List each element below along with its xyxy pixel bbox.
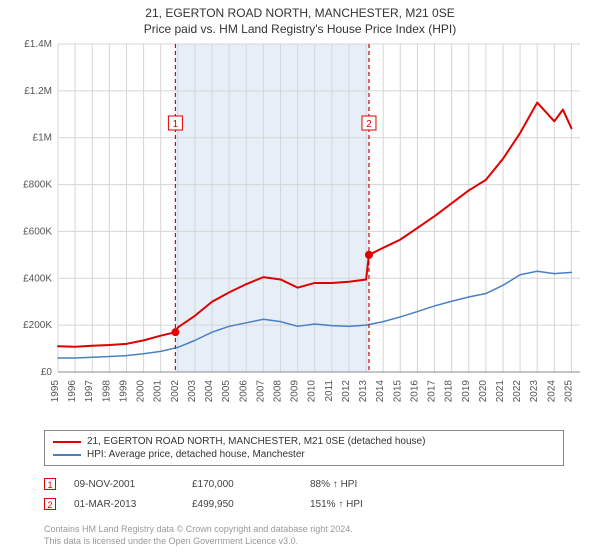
chart-area: £0 £200K £400K £600K £800K £1M £1.2M £1.4M 1995 1… xyxy=(0,38,600,418)
svg-text:2004: 2004 xyxy=(204,380,215,403)
svg-text:£800K: £800K xyxy=(23,180,52,191)
event-row: 2 01-MAR-2013 £499,950 151% ↑ HPI xyxy=(44,494,564,514)
svg-text:£1.4M: £1.4M xyxy=(24,39,52,50)
svg-text:2015: 2015 xyxy=(392,380,403,403)
svg-text:£600K: £600K xyxy=(23,226,52,237)
svg-text:2014: 2014 xyxy=(375,380,386,403)
svg-text:1995: 1995 xyxy=(50,380,61,403)
event-hpi: 151% ↑ HPI xyxy=(310,499,430,510)
svg-text:2002: 2002 xyxy=(170,380,181,403)
event-date: 09-NOV-2001 xyxy=(74,479,174,490)
svg-text:2017: 2017 xyxy=(427,380,438,403)
svg-text:2: 2 xyxy=(366,119,372,130)
legend-swatch-property xyxy=(53,441,81,443)
legend-item: 21, EGERTON ROAD NORTH, MANCHESTER, M21 … xyxy=(53,435,555,448)
svg-text:2023: 2023 xyxy=(529,380,540,403)
svg-text:£1M: £1M xyxy=(33,133,52,144)
svg-text:2010: 2010 xyxy=(307,380,318,403)
svg-text:1: 1 xyxy=(173,119,179,130)
svg-text:2007: 2007 xyxy=(255,380,266,403)
svg-text:1996: 1996 xyxy=(67,380,78,403)
svg-text:£1.2M: £1.2M xyxy=(24,86,52,97)
svg-text:2005: 2005 xyxy=(221,380,232,403)
svg-text:2013: 2013 xyxy=(358,380,369,403)
svg-text:2009: 2009 xyxy=(290,380,301,403)
main-title: 21, EGERTON ROAD NORTH, MANCHESTER, M21 … xyxy=(0,6,600,22)
svg-text:2003: 2003 xyxy=(187,380,198,403)
event-price: £499,950 xyxy=(192,499,292,510)
svg-text:£400K: £400K xyxy=(23,273,52,284)
event-hpi: 88% ↑ HPI xyxy=(310,479,430,490)
event-marker-icon: 2 xyxy=(44,498,56,510)
event-price: £170,000 xyxy=(192,479,292,490)
chart-svg: £0 £200K £400K £600K £800K £1M £1.2M £1.4M 1995 1… xyxy=(0,38,600,418)
svg-text:2019: 2019 xyxy=(461,380,472,403)
legend: 21, EGERTON ROAD NORTH, MANCHESTER, M21 … xyxy=(44,430,564,466)
event-row: 1 09-NOV-2001 £170,000 88% ↑ HPI xyxy=(44,474,564,494)
svg-text:2012: 2012 xyxy=(341,380,352,403)
svg-text:2022: 2022 xyxy=(512,380,523,403)
titles: 21, EGERTON ROAD NORTH, MANCHESTER, M21 … xyxy=(0,0,600,37)
svg-text:2006: 2006 xyxy=(238,380,249,403)
event-marker-icon: 1 xyxy=(44,478,56,490)
legend-label: HPI: Average price, detached house, Manc… xyxy=(87,449,305,460)
legend-swatch-hpi xyxy=(53,454,81,456)
disclaimer-line: Contains HM Land Registry data © Crown c… xyxy=(44,524,574,536)
svg-text:1999: 1999 xyxy=(118,380,129,403)
svg-text:2021: 2021 xyxy=(495,380,506,403)
svg-text:2020: 2020 xyxy=(478,380,489,403)
svg-text:2025: 2025 xyxy=(563,380,574,403)
legend-label: 21, EGERTON ROAD NORTH, MANCHESTER, M21 … xyxy=(87,436,425,447)
events-table: 1 09-NOV-2001 £170,000 88% ↑ HPI 2 01-MA… xyxy=(44,474,564,514)
legend-item: HPI: Average price, detached house, Manc… xyxy=(53,448,555,461)
svg-text:£200K: £200K xyxy=(23,320,52,331)
svg-text:£0: £0 xyxy=(41,367,53,378)
svg-text:1997: 1997 xyxy=(84,380,95,403)
svg-text:2024: 2024 xyxy=(546,380,557,403)
svg-text:2000: 2000 xyxy=(136,380,147,403)
sub-title: Price paid vs. HM Land Registry's House … xyxy=(0,22,600,38)
chart-container: 21, EGERTON ROAD NORTH, MANCHESTER, M21 … xyxy=(0,0,600,560)
svg-text:2011: 2011 xyxy=(324,380,335,402)
disclaimer: Contains HM Land Registry data © Crown c… xyxy=(44,524,574,547)
svg-text:2008: 2008 xyxy=(272,380,283,403)
svg-text:1998: 1998 xyxy=(101,380,112,403)
svg-text:2018: 2018 xyxy=(444,380,455,403)
event-date: 01-MAR-2013 xyxy=(74,499,174,510)
disclaimer-line: This data is licensed under the Open Gov… xyxy=(44,536,574,548)
svg-text:2001: 2001 xyxy=(153,380,164,403)
svg-text:2016: 2016 xyxy=(409,380,420,403)
